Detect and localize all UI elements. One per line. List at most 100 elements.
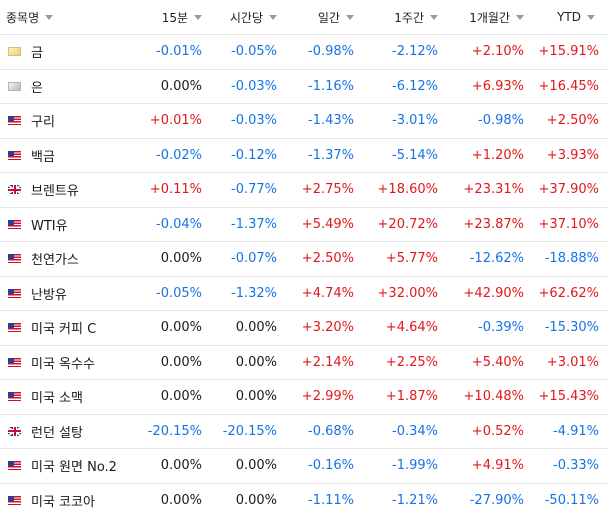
change-weekly-cell: -5.14% [354,138,438,173]
change-weekly-cell: -1.21% [354,483,438,517]
us-flag-icon [8,392,21,401]
column-header-15min[interactable]: 15분 [131,0,202,35]
change-ytd-cell: -50.11% [524,483,607,517]
commodity-name-cell[interactable]: 천연가스 [0,242,131,277]
us-flag-icon [8,461,21,470]
change-hourly-cell: -0.77% [202,173,277,208]
change-ytd-cell: +15.91% [524,35,607,70]
commodity-name-cell[interactable]: 미국 원면 No.2 [0,449,131,484]
change-daily-cell: -1.16% [277,69,354,104]
change-weekly-cell: +5.77% [354,242,438,277]
change-15min-cell: -0.04% [131,207,202,242]
table-row[interactable]: WTI유-0.04%-1.37%+5.49%+20.72%+23.87%+37.… [0,207,607,242]
change-hourly-cell: -0.03% [202,104,277,139]
column-header-monthly[interactable]: 1개월간 [438,0,524,35]
change-daily-cell: -1.37% [277,138,354,173]
change-weekly-cell: +4.64% [354,311,438,346]
commodity-name-cell[interactable]: 미국 옥수수 [0,345,131,380]
change-daily-cell: +2.75% [277,173,354,208]
commodity-name-cell[interactable]: 미국 소맥 [0,380,131,415]
sort-caret-down-icon [45,15,53,20]
change-ytd-cell: +3.01% [524,345,607,380]
change-15min-cell: -0.02% [131,138,202,173]
table-row[interactable]: 백금-0.02%-0.12%-1.37%-5.14%+1.20%+3.93% [0,138,607,173]
change-ytd-cell: -0.33% [524,449,607,484]
column-header-daily[interactable]: 일간 [277,0,354,35]
change-hourly-cell: 0.00% [202,311,277,346]
change-hourly-cell: -0.05% [202,35,277,70]
commodity-name-link[interactable]: 런던 설탕 [31,426,83,441]
commodity-name-cell[interactable]: 브렌트유 [0,173,131,208]
change-monthly-cell: +23.87% [438,207,524,242]
commodity-name-link[interactable]: 은 [31,81,43,96]
table-row[interactable]: 구리+0.01%-0.03%-1.43%-3.01%-0.98%+2.50% [0,104,607,139]
commodity-name-link[interactable]: WTI유 [31,219,68,234]
change-ytd-cell: -15.30% [524,311,607,346]
change-monthly-cell: -12.62% [438,242,524,277]
sort-caret-down-icon [194,15,202,20]
commodity-name-cell[interactable]: 구리 [0,104,131,139]
commodity-name-link[interactable]: 미국 커피 C [31,322,96,337]
column-header-ytd[interactable]: YTD [524,0,607,35]
change-daily-cell: -0.98% [277,35,354,70]
change-15min-cell: -20.15% [131,414,202,449]
sort-caret-down-icon [269,15,277,20]
sort-caret-down-icon [516,15,524,20]
commodity-name-cell[interactable]: 미국 커피 C [0,311,131,346]
commodity-name-link[interactable]: 브렌트유 [31,184,79,199]
table-row[interactable]: 런던 설탕-20.15%-20.15%-0.68%-0.34%+0.52%-4.… [0,414,607,449]
commodity-name-cell[interactable]: 난방유 [0,276,131,311]
column-header-hourly[interactable]: 시간당 [202,0,277,35]
change-15min-cell: 0.00% [131,345,202,380]
change-daily-cell: +5.49% [277,207,354,242]
commodity-name-cell[interactable]: 런던 설탕 [0,414,131,449]
table-row[interactable]: 금-0.01%-0.05%-0.98%-2.12%+2.10%+15.91% [0,35,607,70]
table-row[interactable]: 브렌트유+0.11%-0.77%+2.75%+18.60%+23.31%+37.… [0,173,607,208]
commodity-name-link[interactable]: 천연가스 [31,253,79,268]
commodity-name-link[interactable]: 미국 옥수수 [31,357,95,372]
commodity-name-link[interactable]: 미국 코코아 [31,495,95,510]
commodity-name-link[interactable]: 미국 원면 No.2 [31,460,117,475]
change-15min-cell: -0.01% [131,35,202,70]
change-monthly-cell: +2.10% [438,35,524,70]
commodity-name-cell[interactable]: 은 [0,69,131,104]
change-daily-cell: -1.11% [277,483,354,517]
commodity-name-cell[interactable]: 금 [0,35,131,70]
change-daily-cell: -0.16% [277,449,354,484]
change-ytd-cell: +37.10% [524,207,607,242]
sort-caret-down-icon [430,15,438,20]
change-weekly-cell: -6.12% [354,69,438,104]
commodity-name-link[interactable]: 구리 [31,115,55,130]
commodity-name-cell[interactable]: 백금 [0,138,131,173]
column-header-weekly[interactable]: 1주간 [354,0,438,35]
sort-caret-down-icon [587,15,595,20]
column-header-name[interactable]: 종목명 [0,0,131,35]
change-weekly-cell: -3.01% [354,104,438,139]
change-monthly-cell: +1.20% [438,138,524,173]
change-hourly-cell: -0.03% [202,69,277,104]
change-15min-cell: 0.00% [131,483,202,517]
change-monthly-cell: +10.48% [438,380,524,415]
change-monthly-cell: +42.90% [438,276,524,311]
change-daily-cell: +4.74% [277,276,354,311]
commodity-name-link[interactable]: 금 [31,46,43,61]
commodity-name-cell[interactable]: WTI유 [0,207,131,242]
change-15min-cell: 0.00% [131,380,202,415]
commodity-name-link[interactable]: 난방유 [31,288,67,303]
change-ytd-cell: +3.93% [524,138,607,173]
us-flag-icon [8,323,21,332]
change-weekly-cell: -0.34% [354,414,438,449]
table-row[interactable]: 난방유-0.05%-1.32%+4.74%+32.00%+42.90%+62.6… [0,276,607,311]
commodity-name-cell[interactable]: 미국 코코아 [0,483,131,517]
commodity-name-link[interactable]: 백금 [31,150,55,165]
change-15min-cell: 0.00% [131,242,202,277]
commodity-name-link[interactable]: 미국 소맥 [31,391,83,406]
change-hourly-cell: -20.15% [202,414,277,449]
